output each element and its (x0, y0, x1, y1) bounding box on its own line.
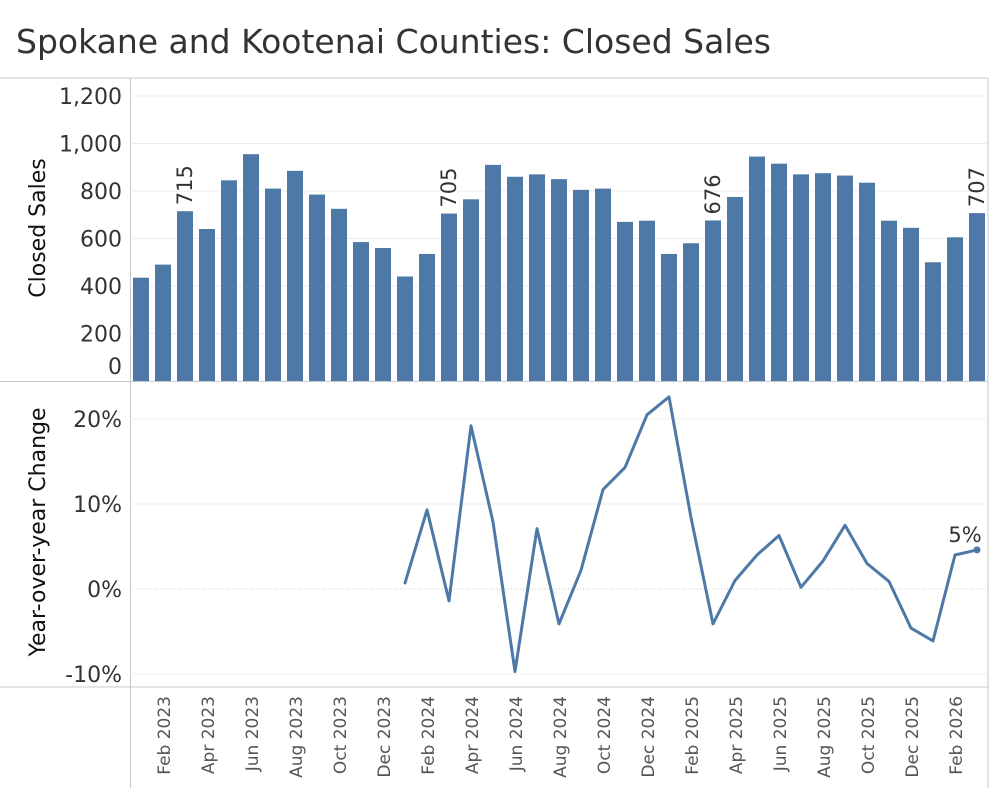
bar (947, 237, 963, 381)
bar-data-label: 676 (701, 174, 725, 214)
bar (419, 253, 435, 381)
bar (705, 220, 721, 381)
bar (859, 182, 875, 381)
bar (485, 164, 501, 381)
bar (287, 170, 303, 381)
x-tick-label: Dec 2025 (903, 696, 923, 778)
x-tick-label: Oct 2023 (331, 696, 351, 774)
bar-y-tick-label: 1,200 (59, 85, 122, 110)
bar (397, 276, 413, 381)
bar (771, 163, 787, 381)
bar (529, 174, 545, 381)
x-tick-label: Jun 2025 (771, 696, 791, 772)
bar (133, 277, 149, 381)
chart-title: Spokane and Kootenai Counties: Closed Sa… (16, 22, 771, 61)
bar (793, 174, 809, 381)
bar-data-label: 707 (965, 167, 989, 207)
bar (903, 227, 919, 381)
bar (617, 221, 633, 381)
bar (463, 199, 479, 381)
bar-y-tick-label: 0 (108, 355, 122, 380)
bar (265, 188, 281, 381)
line-y-axis-title: Year-over-year Change (26, 407, 51, 657)
bar-data-label: 715 (173, 165, 197, 205)
bar (353, 242, 369, 381)
bar (683, 243, 699, 381)
bar (551, 179, 567, 381)
x-tick-label: Apr 2024 (463, 696, 483, 774)
bar (309, 194, 325, 381)
bar (155, 264, 171, 381)
bar (331, 208, 347, 381)
bar (243, 154, 259, 381)
bar (177, 211, 193, 381)
bar (639, 220, 655, 381)
x-tick-label: Dec 2023 (375, 696, 395, 778)
line-y-tick-label: 10% (73, 493, 122, 518)
bar (595, 188, 611, 381)
x-tick-label: Aug 2025 (815, 696, 835, 778)
x-tick-label: Apr 2023 (199, 696, 219, 774)
x-tick-label: Dec 2024 (639, 696, 659, 778)
bar (199, 229, 215, 381)
x-tick-label: Feb 2026 (947, 696, 967, 775)
bar-y-tick-label: 800 (80, 180, 122, 205)
x-tick-label: Oct 2025 (859, 696, 879, 774)
line-y-tick-label: -10% (65, 663, 122, 688)
x-tick-label: Feb 2023 (155, 696, 175, 775)
bar-y-tick-label: 200 (80, 323, 122, 348)
x-tick-label: Feb 2024 (419, 696, 439, 775)
bar-y-tick-label: 600 (80, 228, 122, 253)
x-tick-label: Aug 2024 (551, 696, 571, 778)
line-end-marker (973, 546, 981, 554)
bar (749, 156, 765, 381)
x-tick-label: Apr 2025 (727, 696, 747, 774)
x-tick-label: Aug 2023 (287, 696, 307, 778)
bar (375, 248, 391, 381)
x-tick-label: Oct 2024 (595, 696, 615, 774)
line-data-label: 5% (948, 523, 981, 547)
x-tick-label: Feb 2025 (683, 696, 703, 775)
bar (815, 173, 831, 381)
bar (969, 213, 985, 381)
line-y-tick-label: 20% (73, 408, 122, 433)
bar (727, 196, 743, 381)
bar-data-label: 705 (437, 167, 461, 207)
bar-y-tick-label: 400 (80, 275, 122, 300)
bar-y-axis-title: Closed Sales (26, 158, 51, 297)
bar (441, 213, 457, 381)
yoy-line (403, 395, 979, 673)
bar (925, 262, 941, 381)
bar (661, 253, 677, 381)
bar-y-tick-label: 1,000 (59, 133, 122, 158)
x-tick-label: Jun 2024 (507, 696, 527, 772)
bar (507, 176, 523, 381)
bar (881, 220, 897, 381)
x-tick-label: Jun 2023 (243, 696, 263, 772)
line-y-tick-label: 0% (87, 578, 122, 603)
bar (573, 189, 589, 381)
bar (837, 175, 853, 381)
bar (221, 180, 237, 381)
